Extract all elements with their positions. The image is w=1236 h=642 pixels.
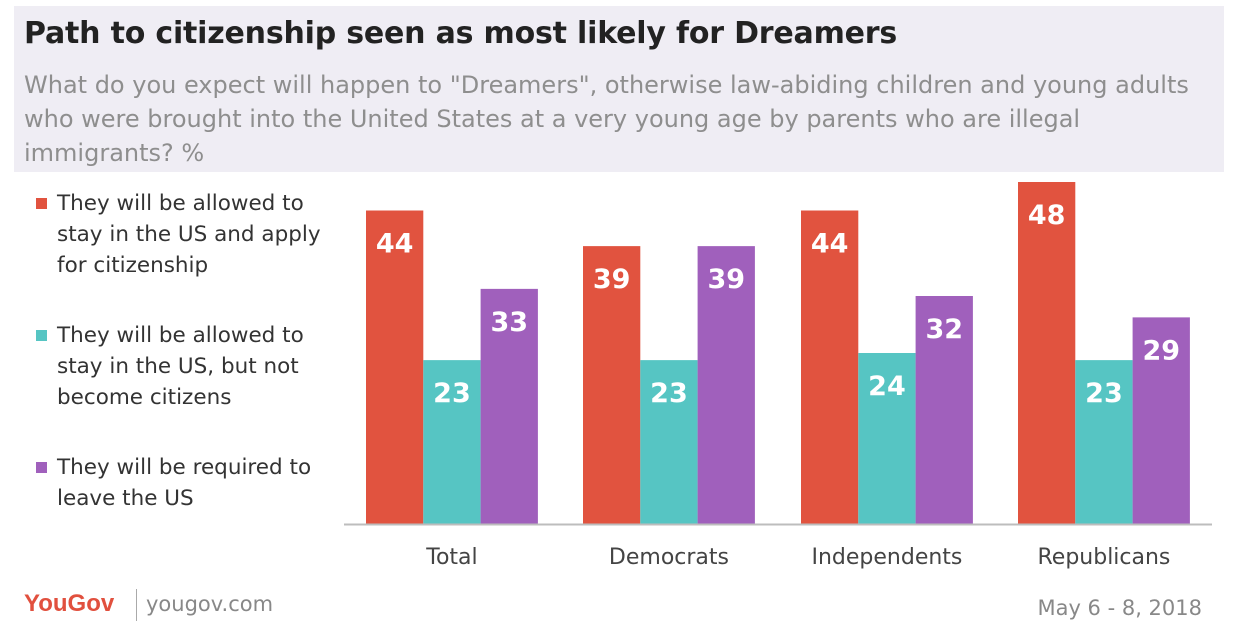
bar-republicans-series-1 [1018,182,1076,524]
data-label-republicans-series-1: 48 [1028,200,1066,231]
bar-democrats-series-2 [640,360,698,524]
legend-swatch-purple [36,462,47,473]
bar-independents-series-1 [801,210,859,524]
data-label-total-series-1: 44 [376,229,414,260]
data-label-democrats-series-3: 39 [707,264,745,295]
footer-url: yougov.com [146,592,274,616]
chart-title: Path to citizenship seen as most likely … [24,16,898,51]
footer-date: May 6 - 8, 2018 [1037,596,1202,620]
data-label-democrats-series-1: 39 [593,264,631,295]
legend-label-citizenship: They will be allowed to stay in the US a… [57,191,321,278]
legend-label-leave: They will be required to leave the US [57,455,312,511]
bar-independents-series-3 [915,296,973,524]
bar-republicans-series-2 [1075,360,1133,524]
x-tick-label-total: Total [425,545,477,570]
data-label-independents-series-3: 32 [925,314,963,345]
bar-republicans-series-3 [1132,317,1190,524]
x-tick-label-republicans: Republicans [1037,545,1170,570]
data-label-independents-series-1: 44 [811,229,849,260]
x-tick-label-democrats: Democrats [609,545,729,570]
data-label-democrats-series-2: 23 [650,378,688,409]
data-label-independents-series-2: 24 [868,371,906,402]
legend-label-stay-not-citizens: They will be allowed to stay in the US, … [57,323,304,410]
data-label-total-series-3: 33 [490,307,528,338]
bar-total-series-2 [423,360,481,524]
data-label-republicans-series-3: 29 [1142,335,1180,366]
x-tick-label-independents: Independents [811,545,962,570]
bar-independents-series-2 [858,353,916,524]
data-label-total-series-2: 23 [433,378,471,409]
header-band: Path to citizenship seen as most likely … [14,6,1224,172]
bar-democrats-series-1 [583,246,641,524]
bar-democrats-series-3 [697,246,755,524]
yougov-logo: YouGov [24,590,115,617]
footer-divider [136,589,137,621]
data-label-republicans-series-2: 23 [1085,378,1123,409]
chart-subtitle: What do you expect will happen to "Dream… [24,71,1189,167]
bar-total-series-3 [480,288,538,524]
legend-swatch-red [36,198,47,209]
bar-total-series-1 [366,210,424,524]
legend-swatch-teal [36,330,47,341]
